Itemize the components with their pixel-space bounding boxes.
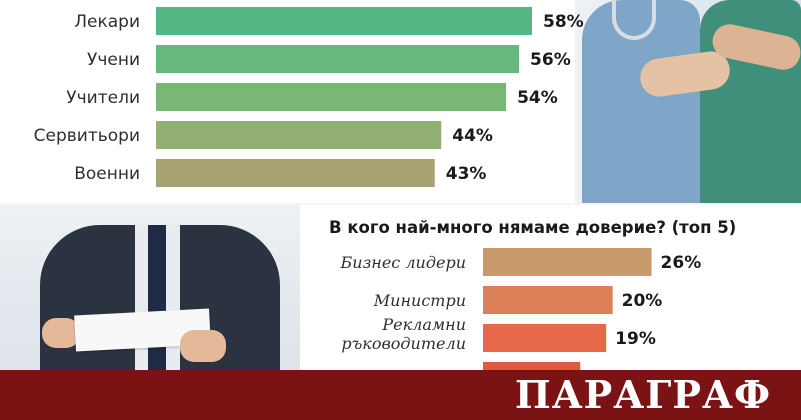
data-label: 56% [530,50,571,70]
category-label: Учени [87,50,140,70]
bar [483,286,613,314]
category-label: Лекари [74,12,140,32]
section-divider [0,203,801,205]
data-label: 26% [661,253,702,273]
brand-logo: ПАРАГРАФ [514,372,771,417]
data-label: 44% [452,126,493,146]
bar [156,121,442,149]
bar [156,7,532,35]
chart-title: В кого най-много нямаме доверие? (топ 5) [329,218,736,237]
hand-figure-2 [180,330,226,362]
hand-figure [42,318,80,348]
bar [156,45,520,73]
category-label: Бизнес лидери [340,253,467,272]
data-label: 20% [622,291,663,311]
stethoscope-icon [612,0,656,40]
bar [156,159,435,187]
category-label: Министри [373,291,466,310]
bar [156,83,507,111]
data-label: 19% [615,329,656,349]
category-label: Рекламни ръководители [341,315,466,353]
category-label: Военни [74,164,140,184]
category-label: Учители [66,88,140,108]
category-label: Сервитьори [34,126,140,146]
bar [483,248,652,276]
bar [483,324,607,352]
data-label: 58% [543,12,584,32]
data-label: 54% [517,88,558,108]
data-label: 43% [446,164,487,184]
brand-banner [0,370,801,420]
